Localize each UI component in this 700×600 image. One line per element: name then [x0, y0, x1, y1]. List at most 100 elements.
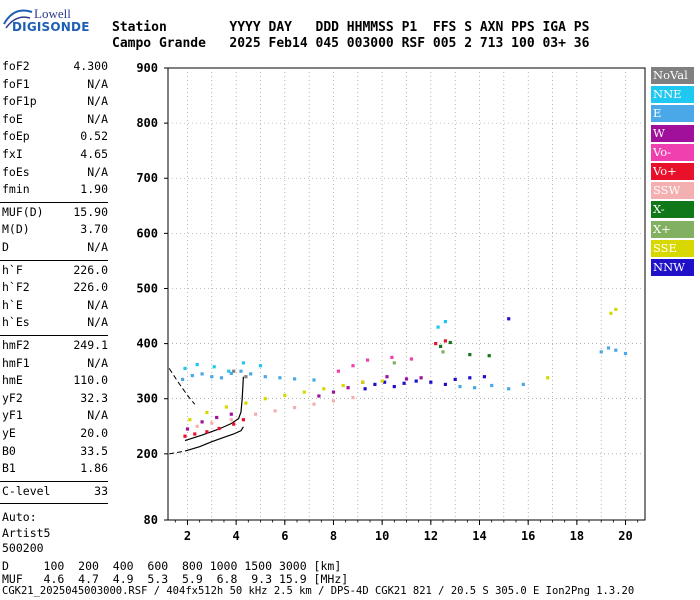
footer-file-info: CGK21_2025045003000.RSF / 404fx512h 50 k… [2, 585, 635, 597]
point-vo- [241, 418, 245, 422]
param-value: N/A [87, 355, 108, 370]
param-label: hmF1 [2, 355, 30, 370]
header-line-1: Station YYYY DAY DDD HHMMSS P1 FFS S AXN… [112, 20, 590, 35]
point-e [200, 372, 204, 376]
point-nnw [443, 382, 447, 386]
param-b1: B1 1.86 [2, 461, 108, 479]
param-yf1: yF1 N/A [2, 408, 108, 426]
point-sse [546, 376, 550, 380]
param-fxi: fxI 4.65 [2, 147, 108, 165]
point-e [219, 376, 224, 380]
param-yf2: yF2 32.3 [2, 391, 108, 409]
point-x- [468, 353, 472, 357]
point-nnw [402, 381, 406, 385]
param-value: 226.0 [73, 280, 108, 295]
param-label: yF2 [2, 390, 23, 405]
point-ssw [210, 421, 214, 425]
param-hmf1: hmF1 N/A [2, 356, 108, 374]
point-nnw [392, 385, 396, 389]
point-x- [448, 340, 452, 345]
legend-item-vo-: Vo- [651, 143, 694, 161]
point-w [419, 376, 423, 380]
point-w [317, 394, 321, 398]
point-w [331, 390, 336, 394]
point-w [385, 375, 389, 379]
point-e [190, 374, 194, 378]
param-ye: yE 20.0 [2, 426, 108, 444]
x-tick-label: 2 [184, 529, 191, 543]
param-fof1p: foF1p N/A [2, 94, 108, 112]
legend-item-e: E [651, 105, 694, 123]
param-value: 32.3 [80, 390, 108, 405]
point-e [521, 382, 525, 386]
point-e [490, 383, 494, 388]
profile-extrapolation-upper [168, 368, 196, 405]
point-nne [258, 364, 263, 368]
legend-item-w: W [651, 124, 694, 142]
chart-axes: 80 200 300 400 500 600 700 800 900 2 4 6 8 10 12 14 16 18… [136, 61, 639, 543]
point-sse [244, 401, 248, 405]
point-vo- [390, 355, 394, 359]
param-foe: foE N/A [2, 112, 108, 130]
param-value: N/A [87, 240, 108, 254]
legend-item-x-: X- [651, 201, 694, 219]
x-tick-label: 18 [570, 529, 584, 543]
autoscale-line2: Artist5 [2, 525, 51, 540]
param-h-f2: h`F2 226.0 [2, 280, 108, 298]
point-e [293, 377, 297, 381]
legend-item-nne: NNE [651, 86, 694, 104]
autoscale-line1: Auto: [2, 510, 37, 525]
y-tick-label: 900 [136, 61, 158, 75]
point-e [239, 369, 243, 373]
param-label: B0 [2, 443, 16, 458]
param-label: h`F2 [2, 280, 30, 295]
point-w [215, 415, 219, 420]
point-e [229, 371, 233, 375]
param-label: foF1p [2, 94, 37, 109]
point-e [312, 378, 316, 382]
point-nnw [363, 387, 367, 391]
point-nne [227, 369, 231, 373]
panel-separator [0, 201, 108, 203]
param-hmf2: hmF2 249.1 [2, 338, 108, 356]
param-h-e: h`E N/A [2, 298, 108, 316]
point-nnw [429, 380, 433, 384]
point-nnw [373, 382, 377, 386]
point-vo- [193, 432, 197, 436]
param-b0: B0 33.5 [2, 444, 108, 462]
param-label: h`F [2, 262, 23, 277]
legend-item-ssw: SSW [651, 182, 694, 200]
header-line-2: Campo Grande 2025 Feb14 045 003000 RSF 0… [112, 36, 590, 51]
point-nnw [383, 380, 387, 384]
point-nnw [507, 317, 511, 321]
point-e [263, 375, 267, 379]
param-value: 226.0 [73, 262, 108, 277]
legend-item-nnw: NNW [651, 259, 694, 276]
point-nnw [468, 376, 472, 380]
point-x- [392, 361, 396, 365]
point-sse [614, 307, 618, 311]
footer-muf-line: MUF 4.6 4.7 4.9 5.3 5.9 6.8 9.3 15.9 [MH… [2, 572, 349, 586]
param-d: D N/A [2, 240, 108, 258]
param-label: foEs [2, 164, 30, 179]
point-ssw [273, 409, 277, 413]
param-fof1: foF1 N/A [2, 77, 108, 95]
point-ssw [312, 402, 316, 406]
param-h-es: h`Es N/A [2, 315, 108, 333]
param-value: 4.65 [80, 147, 108, 161]
y-tick-label: 500 [136, 281, 158, 295]
param-value: 249.1 [73, 338, 108, 352]
param-value: 0.52 [80, 129, 108, 144]
param-value: 3.70 [80, 222, 108, 237]
y-tick-label: 600 [136, 226, 158, 240]
x-tick-label: 10 [375, 529, 389, 543]
y-tick-label: 300 [136, 392, 158, 406]
x-tick-label: 14 [472, 529, 486, 543]
point-x- [439, 344, 443, 348]
param-label: foF2 [2, 59, 30, 73]
param-value: N/A [87, 408, 108, 423]
point-sse [380, 379, 384, 383]
y-tick-label: 80 [144, 513, 158, 527]
param-m-d-: M(D) 3.70 [2, 222, 108, 240]
